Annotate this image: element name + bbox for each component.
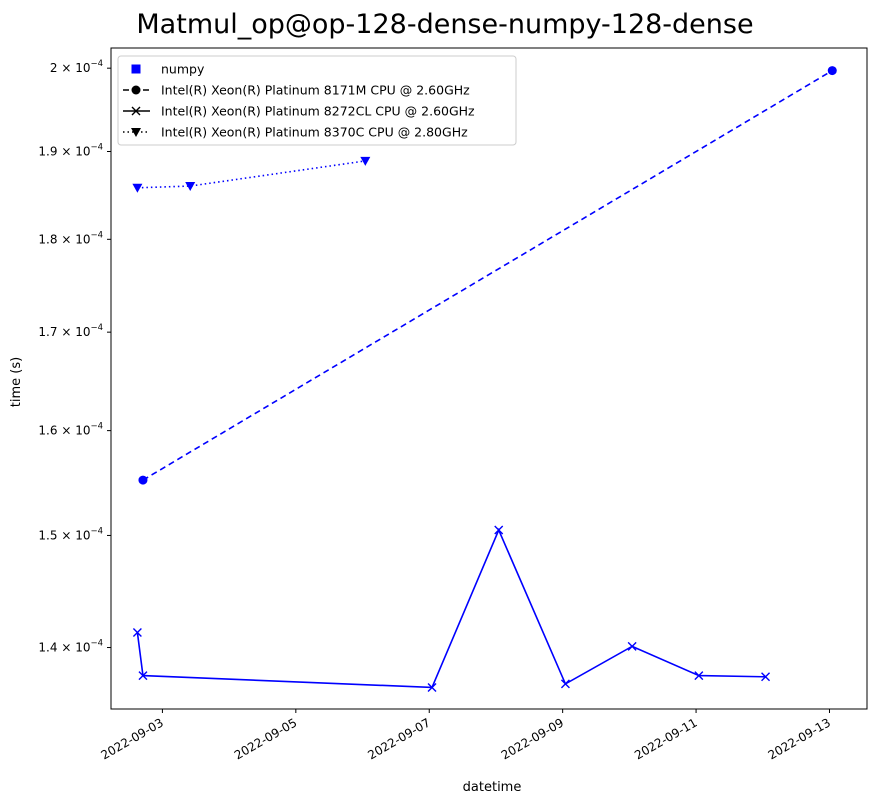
x-tick-label: 2022-09-09	[499, 715, 566, 762]
y-tick-label: 1.7 × 10−4	[38, 323, 103, 339]
data-point	[427, 682, 437, 692]
legend-label: numpy	[161, 62, 205, 77]
data-point	[185, 182, 196, 192]
chart-title: Matmul_op@op-128-dense-numpy-128-dense	[136, 9, 753, 40]
data-point	[827, 66, 837, 76]
x-axis-label: datetime	[463, 780, 522, 795]
y-tick-label: 1.5 × 10−4	[38, 526, 103, 542]
y-tick-label: 2 × 10−4	[50, 59, 103, 75]
x-tick-label: 2022-09-03	[99, 715, 166, 762]
legend-items: numpy Intel(R) Xeon(R) Platinum 8171M CPU…	[123, 62, 475, 140]
data-point	[494, 525, 504, 535]
x-tick-label: 2022-09-11	[632, 715, 699, 762]
y-axis-label: time (s)	[9, 357, 24, 407]
series-layer	[132, 66, 837, 692]
series-1	[138, 66, 837, 485]
data-point	[138, 475, 148, 485]
data-point	[694, 671, 704, 681]
x-tick-label: 2022-09-05	[232, 715, 299, 762]
legend-label: Intel(R) Xeon(R) Platinum 8370C CPU @ 2.…	[161, 125, 468, 140]
data-point	[132, 183, 143, 193]
y-axis-ticks: 1.4 × 10−4 1.5 × 10−4 1.6 × 10−4 1.7 × 10−4…	[38, 59, 111, 655]
legend-item-2: Intel(R) Xeon(R) Platinum 8171M CPU @ 2.…	[123, 83, 470, 98]
data-point	[132, 628, 142, 638]
legend-item-3: Intel(R) Xeon(R) Platinum 8272CL CPU @ 2…	[123, 104, 475, 119]
legend-box	[117, 55, 517, 146]
y-tick-label: 1.4 × 10−4	[38, 639, 103, 655]
legend-label: Intel(R) Xeon(R) Platinum 8171M CPU @ 2.…	[161, 83, 470, 98]
y-tick-label: 1.6 × 10−4	[38, 422, 103, 438]
legend-marker	[131, 85, 141, 95]
x-axis-ticks: 2022-09-03 2022-09-05 2022-09-07 2022-09-09…	[99, 709, 833, 762]
data-point	[627, 641, 637, 651]
data-point	[761, 672, 771, 682]
legend-label: Intel(R) Xeon(R) Platinum 8272CL CPU @ 2…	[161, 104, 475, 119]
series-3	[132, 156, 371, 193]
legend: numpy Intel(R) Xeon(R) Platinum 8171M CPU…	[117, 55, 517, 146]
data-point	[560, 679, 570, 689]
legend-item-4: Intel(R) Xeon(R) Platinum 8370C CPU @ 2.…	[123, 125, 468, 140]
legend-item-1: numpy	[131, 62, 205, 77]
y-tick-label: 1.9 × 10−4	[38, 142, 103, 158]
x-tick-label: 2022-09-07	[365, 715, 432, 762]
x-tick-label: 2022-09-13	[766, 715, 833, 762]
data-point	[138, 671, 148, 681]
y-tick-label: 1.8 × 10−4	[38, 230, 103, 246]
series-2	[132, 525, 771, 692]
plot-area	[110, 47, 868, 710]
series-line	[142, 69, 833, 481]
series-line	[136, 528, 766, 689]
legend-marker	[131, 64, 141, 74]
legend-marker	[131, 128, 141, 137]
data-point	[360, 156, 371, 166]
series-line	[137, 160, 366, 189]
legend-marker	[131, 106, 141, 116]
